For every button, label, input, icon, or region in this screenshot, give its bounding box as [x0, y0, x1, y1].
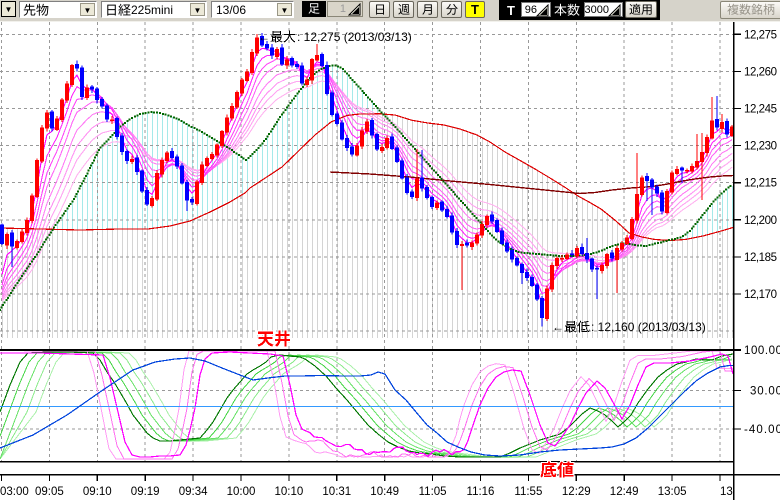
svg-text:: 12,275 (2013/03/13): : 12,275 (2013/03/13)	[297, 30, 412, 44]
svg-text:12,245: 12,245	[744, 104, 777, 116]
svg-text:12,230: 12,230	[744, 141, 777, 153]
svg-text:11:05: 11:05	[419, 486, 447, 498]
svg-text:12,215: 12,215	[744, 178, 777, 190]
svg-text:10:31: 10:31	[322, 486, 351, 498]
svg-text:←: ←	[552, 320, 564, 334]
svg-text:12,185: 12,185	[744, 252, 777, 264]
svg-text:100.00: 100.00	[744, 345, 780, 357]
svg-text:12,275: 12,275	[744, 29, 777, 41]
svg-text:12,170: 12,170	[744, 289, 777, 301]
svg-text:12:49: 12:49	[610, 486, 639, 498]
svg-text:11:55: 11:55	[514, 486, 542, 498]
svg-text:10:49: 10:49	[370, 486, 399, 498]
svg-text:12,260: 12,260	[744, 66, 777, 78]
svg-text:09:10: 09:10	[83, 486, 112, 498]
svg-text:10:00: 10:00	[227, 486, 256, 498]
svg-text:30.00: 30.00	[750, 386, 780, 398]
svg-text:: 12,160 (2013/03/13): : 12,160 (2013/03/13)	[591, 320, 706, 334]
svg-text:09:34: 09:34	[179, 486, 208, 498]
svg-text:11:16: 11:16	[467, 486, 495, 498]
svg-text:09:05: 09:05	[35, 486, 64, 498]
svg-text:-40.00: -40.00	[744, 424, 780, 436]
svg-text:12,200: 12,200	[744, 215, 777, 227]
svg-text:03:00: 03:00	[0, 486, 29, 498]
svg-text:13: 13	[720, 486, 733, 498]
svg-text:12:29: 12:29	[562, 486, 591, 498]
svg-text:13:05: 13:05	[658, 486, 687, 498]
svg-text:10:10: 10:10	[275, 486, 304, 498]
svg-text:09:19: 09:19	[131, 486, 160, 498]
svg-text:←: ←	[258, 30, 270, 44]
